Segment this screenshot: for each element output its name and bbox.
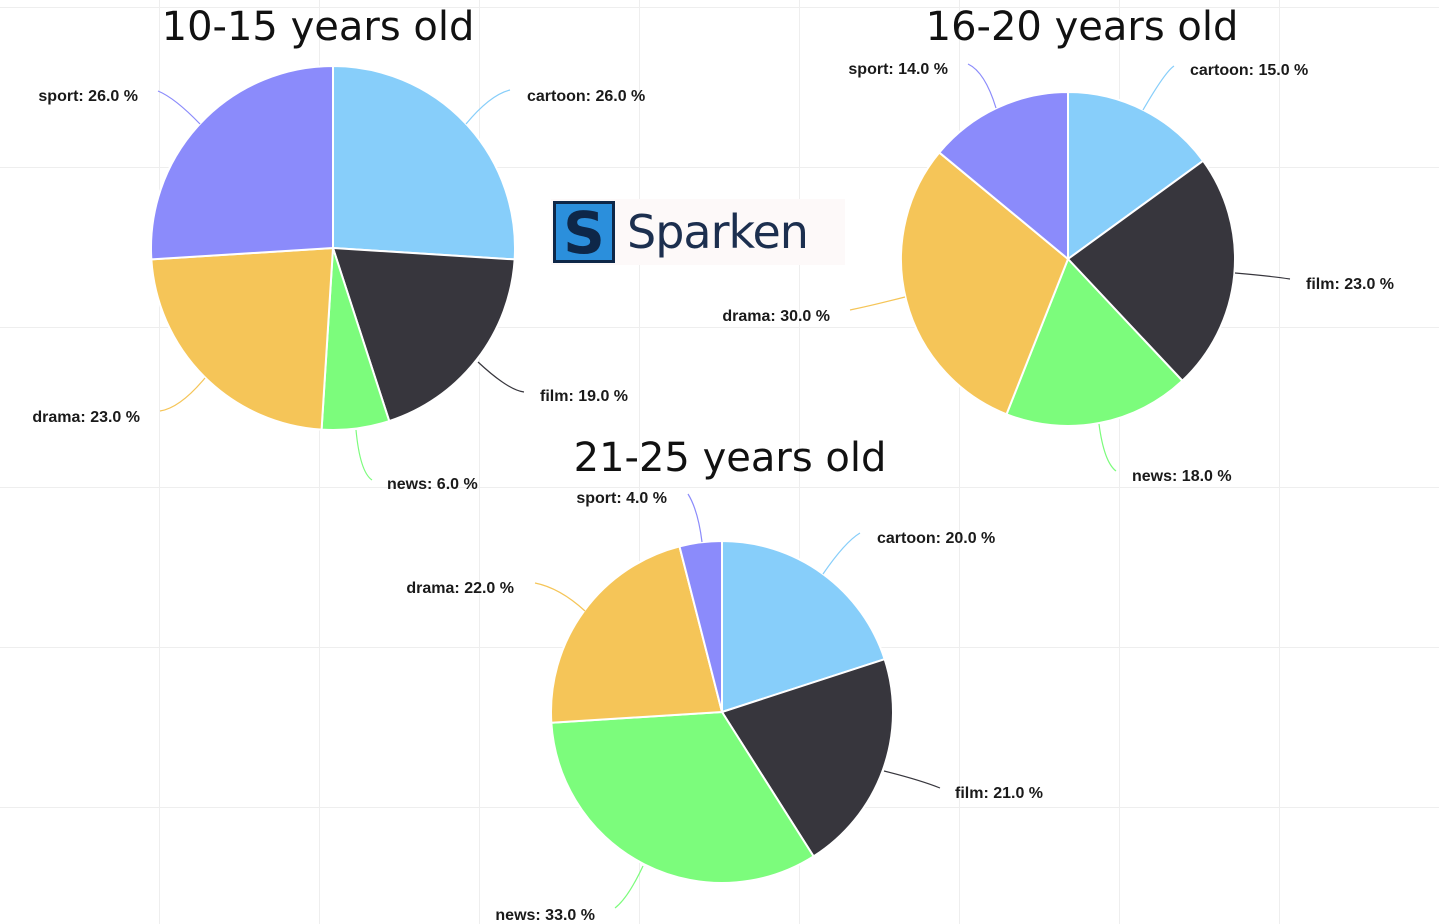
pie-slice-sport [938,91,1069,260]
leader-line-film [1234,272,1291,280]
leader-line-news [355,429,373,481]
pie-slice-drama [899,151,1069,416]
leader-line-drama [849,296,906,311]
leader-line-news [614,865,644,909]
slice-label-drama: drama: 30.0 % [722,308,830,325]
pie-chart-1: 10-15 years old cartoon: 26.0 % film: 19.0… [32,4,645,493]
slice-label-cartoon: cartoon: 15.0 % [1190,62,1308,79]
slice-label-news: news: 18.0 % [1132,468,1232,485]
pie-slice-drama [150,247,334,431]
chart-title: 16-20 years old [926,4,1239,50]
pie-slice-news [1005,258,1184,427]
leader-line-sport [157,90,201,125]
leader-line-cartoon [822,532,861,575]
pie-chart-2: 16-20 years old cartoon: 15.0 % film: 23.0… [722,4,1394,485]
slice-label-cartoon: cartoon: 20.0 % [877,530,995,547]
pie-slice-sport [678,540,723,713]
pie-slice-film [1067,159,1237,382]
chart-title: 21-25 years old [574,435,887,481]
slice-label-sport: sport: 4.0 % [576,490,667,507]
pie-slice-news [550,711,815,885]
slice-label-news: news: 6.0 % [387,476,478,493]
sparken-logo-text: Sparken [627,205,809,259]
leader-line-film [477,361,525,393]
slice-label-film: film: 21.0 % [955,785,1043,802]
leader-line-cartoon [1142,65,1175,111]
sparken-logo-mark-icon: S [553,201,615,263]
leader-line-news [1098,423,1117,472]
pie-slice-drama [550,545,723,724]
leader-line-sport [687,493,703,543]
pie-slice-sport [150,65,334,261]
leader-line-drama [159,377,206,412]
slice-label-sport: sport: 26.0 % [38,88,138,105]
slice-label-drama: drama: 22.0 % [406,580,514,597]
sparken-logo: S Sparken [551,199,845,265]
pie-slice-film [721,658,894,858]
pie-chart-3: 21-25 years old cartoon: 20.0 % film: 21.0… [406,435,1043,924]
slice-label-cartoon: cartoon: 26.0 % [527,88,645,105]
leader-line-drama [534,582,586,612]
pie-slice-cartoon [332,65,516,261]
pie-slice-film [332,247,516,423]
slice-label-film: film: 23.0 % [1306,276,1394,293]
slice-label-news: news: 33.0 % [495,907,595,924]
slice-label-sport: sport: 14.0 % [848,61,948,78]
slice-label-drama: drama: 23.0 % [32,409,140,426]
pie-slice-cartoon [1067,91,1205,260]
svg-text:S: S [563,201,605,263]
leader-line-film [883,770,941,789]
leader-line-cartoon [465,89,511,125]
leader-line-sport [967,63,997,109]
slice-label-film: film: 19.0 % [540,388,628,405]
chart-title: 10-15 years old [162,4,475,50]
